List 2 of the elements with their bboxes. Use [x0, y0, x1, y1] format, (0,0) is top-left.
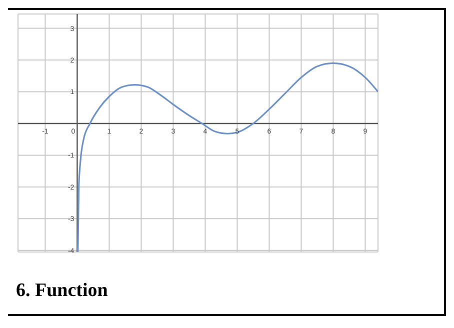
text: 6. Function: [16, 280, 108, 302]
line-series: [77, 62, 378, 252]
